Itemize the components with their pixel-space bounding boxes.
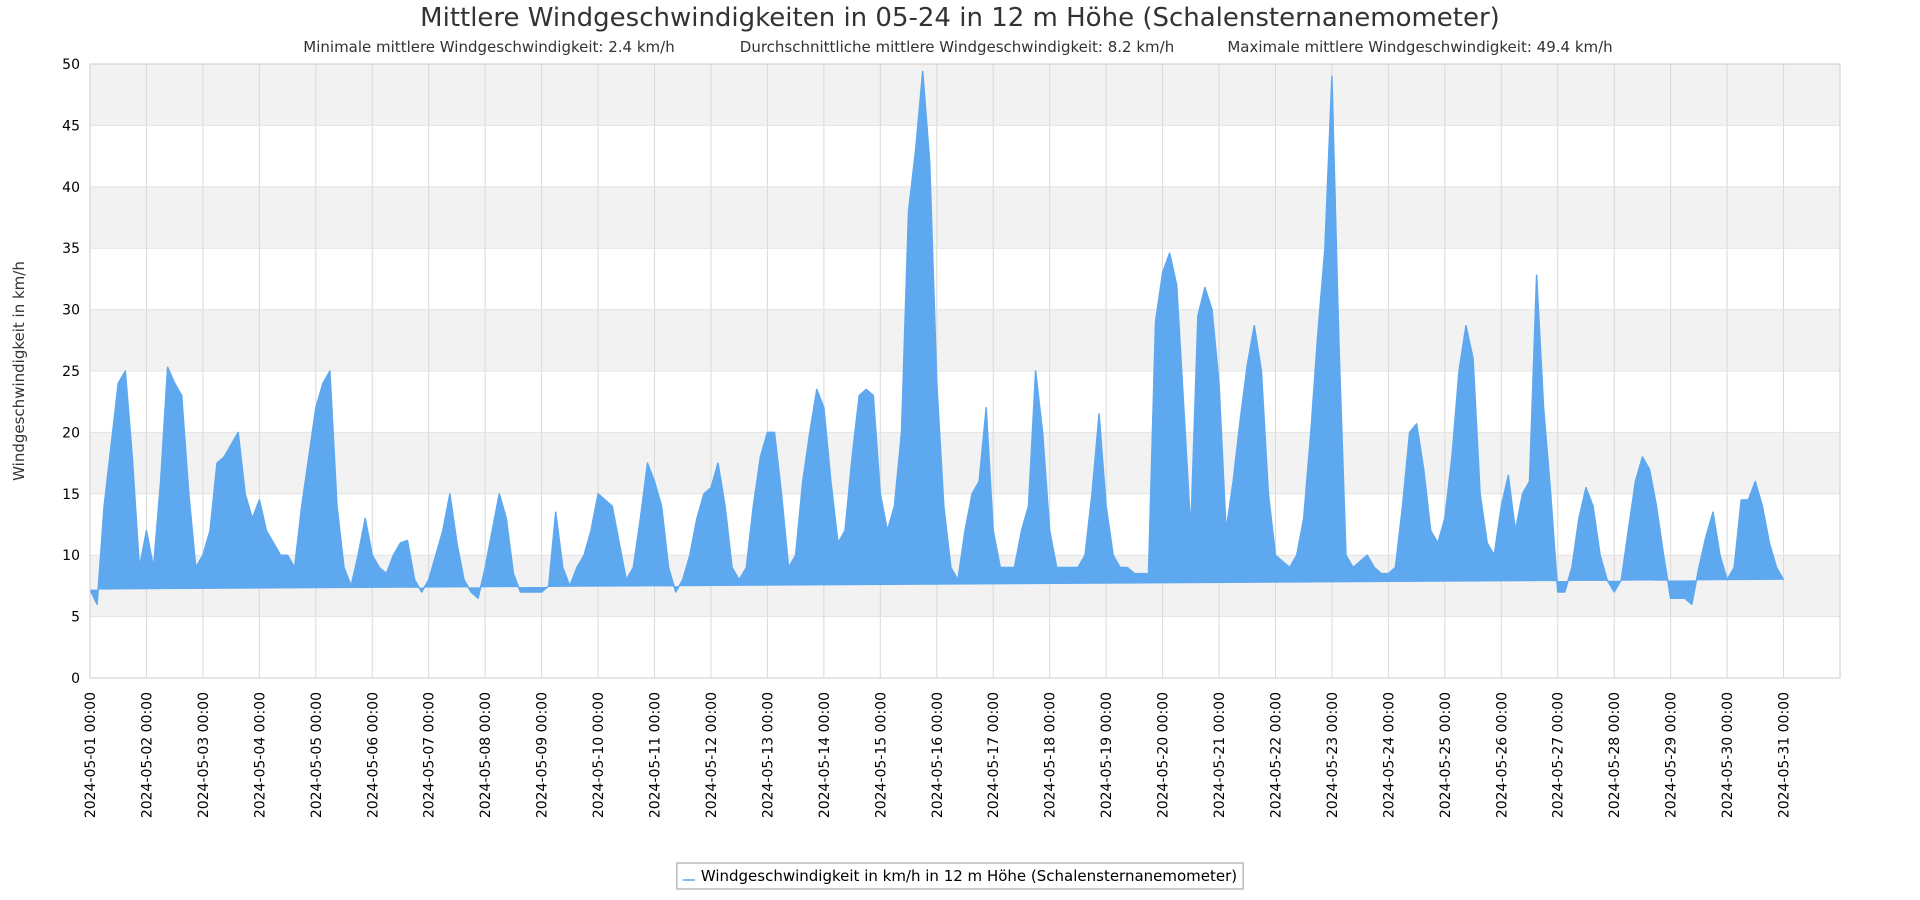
x-tick-label: 2024-05-21 00:00 [1212, 692, 1228, 818]
background-band [90, 125, 1840, 187]
y-axis-ticks: 0 5 10 15 20 25 30 35 40 45 50 [62, 57, 80, 687]
x-tick-label: 2024-05-25 00:00 [1438, 692, 1454, 818]
x-tick-label: 2024-05-01 00:00 [83, 692, 99, 818]
x-tick-label: 2024-05-27 00:00 [1551, 692, 1567, 818]
legend-box [676, 862, 1244, 890]
background-band [90, 248, 1840, 310]
x-tick-label: 2024-05-18 00:00 [1043, 692, 1059, 818]
y-tick-label: 30 [62, 303, 80, 319]
y-tick-label: 50 [62, 57, 80, 73]
x-tick-label: 2024-05-02 00:00 [139, 692, 155, 818]
x-axis-ticks: 2024-05-01 00:00 2024-05-02 00:00 2024-05-… [83, 692, 1793, 818]
x-tick-label: 2024-05-19 00:00 [1099, 692, 1115, 818]
x-tick-label: 2024-05-14 00:00 [817, 692, 833, 818]
background-band [90, 432, 1840, 494]
y-tick-label: 25 [62, 364, 80, 380]
x-tick-label: 2024-05-10 00:00 [591, 692, 607, 818]
x-tick-label: 2024-05-17 00:00 [986, 692, 1002, 818]
subtitle-avg: Durchschnittliche mittlere Windgeschwind… [740, 38, 1174, 56]
y-tick-label: 20 [62, 425, 80, 441]
x-tick-label: 2024-05-03 00:00 [196, 692, 212, 818]
y-tick-label: 45 [62, 118, 80, 134]
background-band [90, 371, 1840, 433]
subtitle-max: Maximale mittlere Windgeschwindigkeit: 4… [1227, 38, 1612, 56]
x-tick-label: 2024-05-30 00:00 [1720, 692, 1736, 818]
x-tick-label: 2024-05-04 00:00 [252, 692, 268, 818]
x-tick-label: 2024-05-06 00:00 [365, 692, 381, 818]
x-tick-label: 2024-05-09 00:00 [535, 692, 551, 818]
y-axis-title: Windgeschwindigkeit in km/h [10, 261, 28, 481]
x-tick-label: 2024-05-28 00:00 [1607, 692, 1623, 818]
background-band [90, 64, 1840, 126]
x-tick-label: 2024-05-07 00:00 [422, 692, 438, 818]
subtitle-min: Minimale mittlere Windgeschwindigkeit: 2… [303, 38, 674, 56]
y-tick-label: 5 [71, 610, 80, 626]
background-band [90, 186, 1840, 249]
x-tick-label: 2024-05-23 00:00 [1325, 692, 1341, 818]
x-tick-label: 2024-05-31 00:00 [1777, 692, 1793, 818]
series-wind-speed-area [89, 70, 1785, 606]
x-tick-label: 2024-05-13 00:00 [760, 692, 776, 818]
x-tick-label: 2024-05-05 00:00 [309, 692, 325, 818]
y-tick-label: 15 [62, 487, 80, 503]
x-tick-label: 2024-05-22 00:00 [1268, 692, 1284, 818]
y-tick-label: 35 [62, 241, 80, 257]
y-tick-label: 0 [71, 671, 80, 687]
legend[interactable]: Windgeschwindigkeit in km/h in 12 m Höhe… [676, 862, 1244, 890]
y-tick-label: 10 [62, 548, 80, 564]
x-tick-label: 2024-05-20 00:00 [1156, 692, 1172, 818]
x-tick-label: 2024-05-24 00:00 [1381, 692, 1397, 818]
x-tick-label: 2024-05-11 00:00 [648, 692, 664, 818]
chart-title: Mittlere Windgeschwindigkeiten in 05-24 … [420, 3, 1500, 33]
x-tick-label: 2024-05-15 00:00 [873, 692, 889, 818]
legend-label: Windgeschwindigkeit in km/h in 12 m Höhe… [701, 867, 1237, 885]
plot-border [89, 63, 1841, 679]
x-tick-label: 2024-05-26 00:00 [1494, 692, 1510, 818]
background-band [90, 309, 1840, 371]
y-tick-label: 40 [62, 180, 80, 196]
x-tick-label: 2024-05-29 00:00 [1664, 692, 1680, 818]
x-tick-label: 2024-05-08 00:00 [478, 692, 494, 818]
x-tick-label: 2024-05-16 00:00 [930, 692, 946, 818]
x-tick-label: 2024-05-12 00:00 [704, 692, 720, 818]
background-band [90, 616, 1840, 678]
